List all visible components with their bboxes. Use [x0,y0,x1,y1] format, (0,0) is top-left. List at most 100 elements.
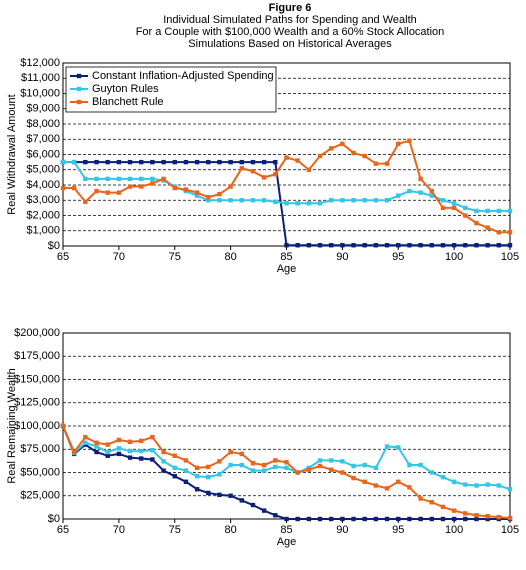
point [116,446,122,451]
subtitle: For a Couple with $100,000 Wealth and a … [136,26,445,38]
point [139,456,144,461]
point [217,159,222,165]
point [83,159,88,165]
point [306,467,312,472]
point [396,243,401,248]
point [340,141,345,147]
point [351,475,356,481]
point [194,474,200,479]
point [273,464,278,470]
point [94,449,99,455]
point [273,458,278,463]
point [206,198,211,203]
point [306,516,312,522]
point [250,169,256,174]
point [362,462,367,468]
point [485,208,490,214]
point [261,462,267,468]
point [172,453,177,458]
point [507,230,513,235]
point [507,487,513,492]
point [105,449,110,455]
point [194,159,200,165]
point [206,474,211,480]
point [429,516,434,522]
point [217,191,222,197]
point [418,462,423,468]
point [474,243,479,248]
y-axis-label: Real Remaining Wealth [6,368,18,483]
point [373,161,379,166]
point [474,513,479,518]
point [284,243,289,248]
point [150,457,155,462]
point [217,459,222,464]
point [429,470,434,475]
point [485,225,490,230]
x-tick-label: 95 [392,251,404,263]
point [340,516,345,522]
point [451,516,457,522]
point [362,243,367,248]
point [94,176,99,182]
point [340,470,345,475]
point [217,492,222,498]
point [451,201,457,206]
point [194,190,200,195]
point [284,460,289,465]
point [306,243,312,248]
point [261,175,267,180]
y-tick-label: $2,000 [26,209,60,221]
x-tick-label: 105 [501,524,519,536]
point [451,508,457,513]
x-tick-label: 65 [57,251,69,263]
point [451,205,457,211]
point [317,243,323,248]
point [161,459,166,464]
point [384,198,390,203]
point [440,474,446,480]
x-tick-label: 70 [113,524,125,536]
point [127,184,133,189]
point [206,464,211,470]
point [329,198,334,203]
point [362,198,367,203]
point [60,159,66,165]
legend-label: Blanchett Rule [92,96,164,108]
point [161,176,166,182]
x-tick-label: 80 [225,251,237,263]
point [429,188,434,194]
point [418,190,423,195]
point [418,496,423,501]
point [295,516,300,522]
point [485,516,490,522]
legend-box [65,66,277,113]
point [228,198,233,203]
point [317,458,323,463]
point [206,490,211,496]
y-tick-label: $150,000 [14,373,60,385]
point [250,159,256,165]
y-tick-label: $5,000 [26,164,60,176]
point [351,150,356,156]
point [239,166,244,171]
point [127,455,133,460]
x-tick-label: 100 [445,524,463,536]
point [362,516,367,522]
point [329,516,334,522]
point [373,483,379,488]
x-axis-label: Age [277,263,297,275]
point [384,444,390,449]
point [496,230,502,235]
y-tick-label: $125,000 [14,397,60,409]
point [60,185,66,191]
point [317,153,323,159]
point [250,468,256,473]
x-tick-label: 100 [445,251,463,263]
x-tick-label: 85 [280,524,292,536]
point [396,516,401,522]
point [373,516,379,522]
x-tick-label: 80 [225,524,237,536]
point [284,465,289,471]
